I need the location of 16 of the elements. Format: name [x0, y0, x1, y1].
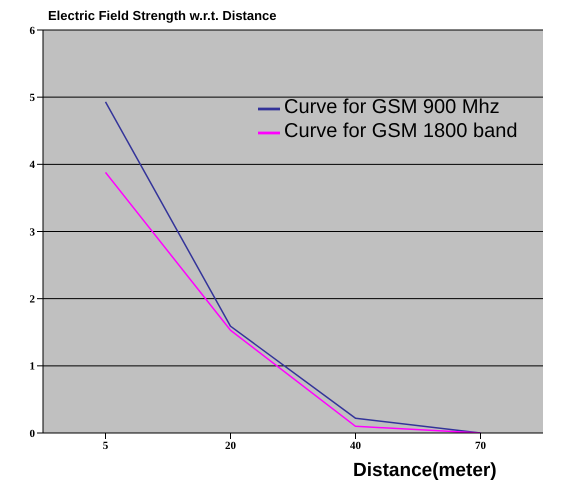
chart-title: Electric Field Strength w.r.t. Distance — [48, 8, 277, 23]
legend-label: Curve for GSM 1800 band — [284, 120, 518, 142]
y-tick-label: 4 — [30, 159, 36, 172]
y-tick-label: 3 — [30, 226, 36, 238]
x-tick-label: 40 — [350, 440, 362, 452]
x-tick-label: 70 — [475, 440, 486, 452]
x-axis-title: Distance(meter) — [353, 460, 497, 482]
y-tick-label: 1 — [30, 360, 35, 373]
y-tick-label: 2 — [30, 294, 36, 306]
x-tick-label: 5 — [102, 440, 109, 452]
y-tick-label: 0 — [30, 428, 36, 440]
x-tick-label: 20 — [225, 440, 236, 452]
y-tick-label: 6 — [30, 24, 36, 37]
line-series — [104, 172, 482, 433]
y-tick-label: 5 — [30, 92, 36, 104]
legend-label: Curve for GSM 900 Mhz — [284, 96, 500, 118]
